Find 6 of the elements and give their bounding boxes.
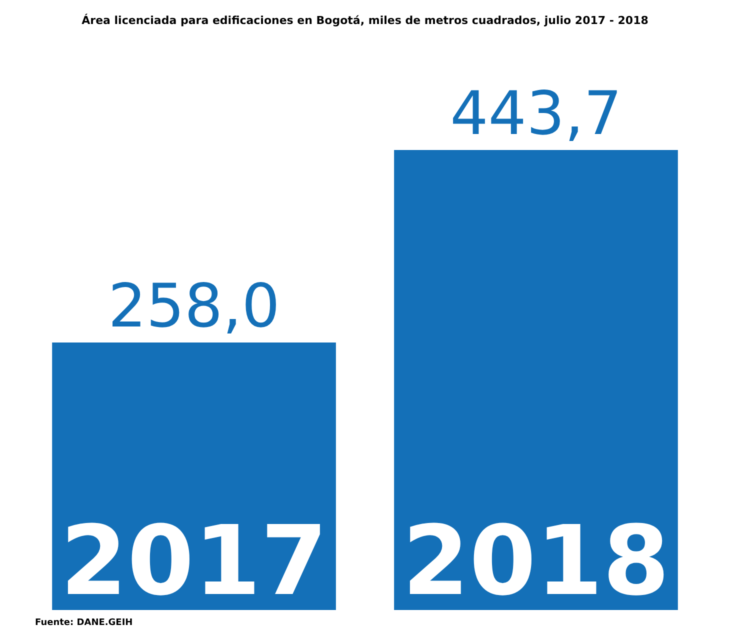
chart-title: Área licenciada para edificaciones en Bogotá, miles de metros cuadrados, julio 2017 - 2018 xyxy=(82,13,648,27)
data-label: 443,7 xyxy=(450,79,622,149)
x-tick-label: 2017 xyxy=(60,505,328,617)
x-tick-label: 2018 xyxy=(402,505,670,617)
source-note: Fuente: DANE.GEIH xyxy=(35,618,133,628)
data-label: 258,0 xyxy=(108,272,280,342)
